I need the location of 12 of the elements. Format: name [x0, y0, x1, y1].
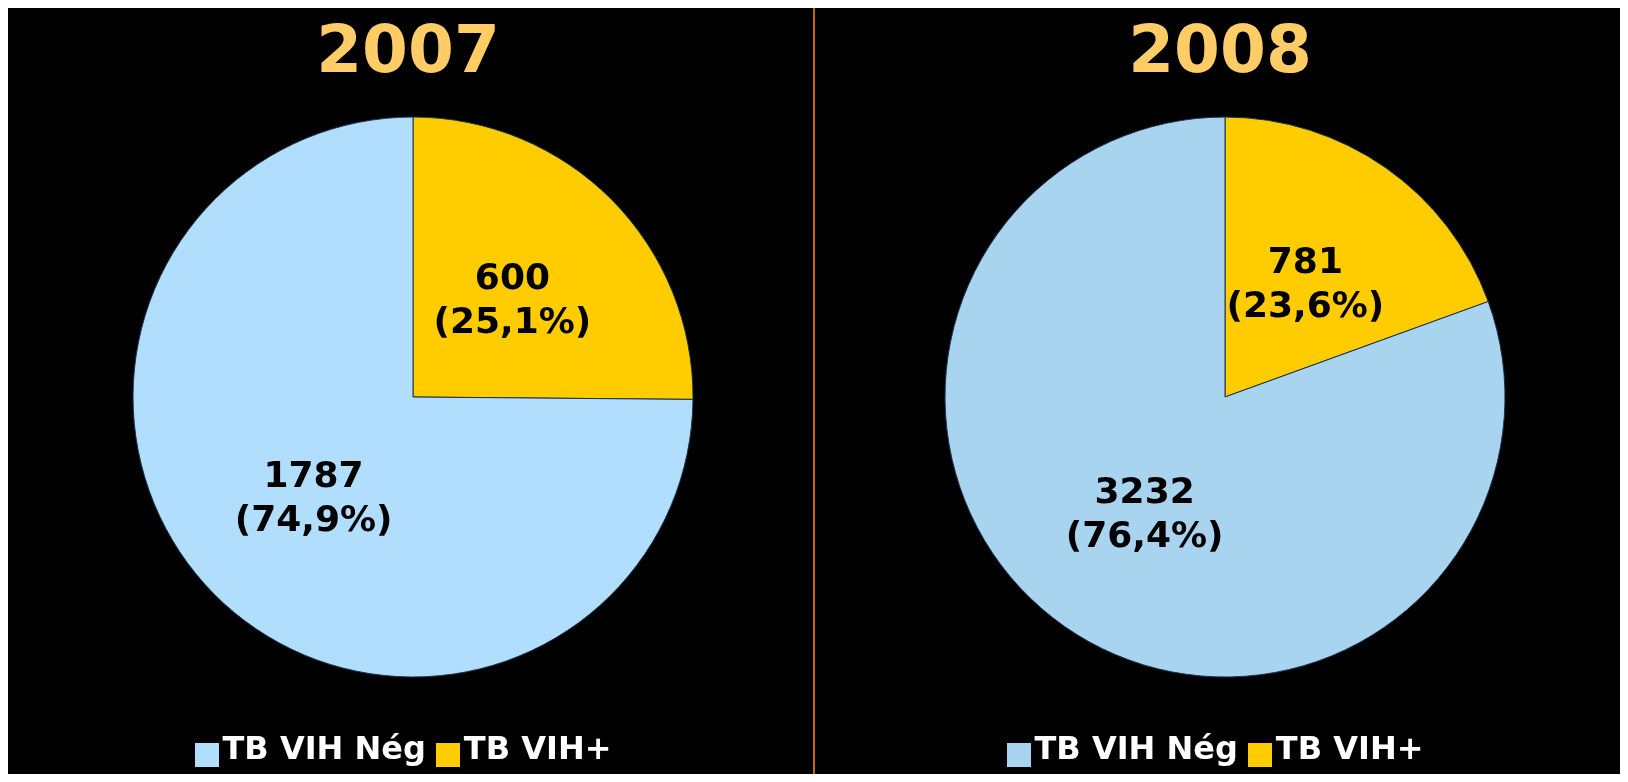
chart-title: 2008	[1128, 10, 1312, 90]
chart-title: 2007	[316, 10, 500, 90]
legend-label: TB VIH+	[1275, 728, 1424, 767]
data-label: 781 (23,6%)	[1226, 240, 1385, 326]
pie-slice	[132, 116, 694, 678]
legend-label: TB VIH Nég	[222, 728, 426, 767]
pie-slice	[944, 116, 1506, 678]
legend-label: TB VIH Nég	[1034, 728, 1238, 767]
data-label: 600 (25,1%)	[433, 256, 592, 342]
data-label: 1787 (74,9%)	[234, 453, 393, 539]
legend-label: TB VIH+	[463, 728, 612, 767]
data-label: 3232 (76,4%)	[1065, 469, 1224, 555]
